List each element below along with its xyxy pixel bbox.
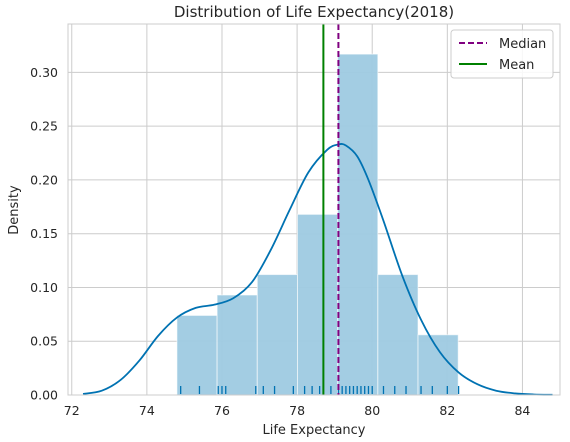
histogram-bar — [256, 274, 298, 396]
x-tick-label: 84 — [514, 403, 530, 418]
y-tick-label: 0.15 — [30, 226, 58, 241]
y-tick-label: 0.20 — [30, 172, 58, 187]
legend-median-label: Median — [499, 37, 546, 52]
y-ticks: 0.00 0.05 0.10 0.15 0.20 0.25 0.30 — [30, 65, 58, 403]
reference-lines — [322, 24, 340, 395]
histogram-bars — [176, 53, 459, 396]
x-axis-label: Life Expectancy — [262, 423, 365, 438]
y-tick-label: 0.00 — [30, 388, 58, 403]
rug-ticks — [180, 386, 460, 394]
histogram-bar — [216, 294, 258, 396]
y-tick-label: 0.25 — [30, 119, 58, 134]
legend-box — [450, 29, 554, 79]
plot-frame — [67, 23, 561, 396]
x-tick-label: 72 — [64, 403, 80, 418]
legend-mean-label: Mean — [499, 58, 534, 73]
y-axis-label: Density — [7, 185, 22, 235]
x-tick-label: 78 — [289, 403, 305, 418]
x-tick-label: 82 — [439, 403, 455, 418]
histogram-bar — [337, 53, 379, 396]
kde-line — [82, 143, 553, 396]
x-tick-label: 80 — [364, 403, 380, 418]
legend: Median Mean — [450, 29, 554, 79]
histogram-bar — [417, 334, 459, 396]
histogram-bar — [296, 213, 339, 396]
histogram-bar — [176, 314, 218, 396]
histogram-bar — [377, 274, 419, 396]
x-tick-label: 76 — [214, 403, 230, 418]
x-ticks: 72 74 76 78 80 82 84 — [64, 403, 531, 418]
y-tick-label: 0.30 — [30, 65, 58, 80]
y-tick-label: 0.05 — [30, 334, 58, 349]
kde-curve — [82, 143, 553, 396]
chart-title: Distribution of Life Expectancy(2018) — [174, 3, 454, 21]
x-tick-label: 74 — [139, 403, 155, 418]
y-tick-label: 0.10 — [30, 280, 58, 295]
